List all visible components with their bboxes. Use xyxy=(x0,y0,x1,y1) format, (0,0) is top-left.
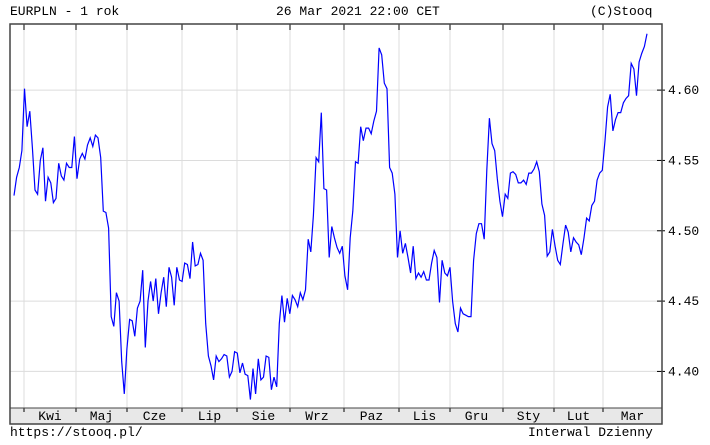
y-tick-label: 4.40 xyxy=(668,364,699,379)
source-link[interactable]: https://stooq.pl/ xyxy=(10,425,143,440)
x-tick-label: Lip xyxy=(198,409,221,424)
x-axis-band xyxy=(10,408,662,424)
x-tick-label: Sty xyxy=(517,409,541,424)
copyright-label: (C)Stooq xyxy=(590,4,653,19)
x-tick-label: Kwi xyxy=(38,409,62,424)
y-tick-label: 4.60 xyxy=(668,83,699,98)
interval-label: Interwal Dzienny xyxy=(528,425,653,440)
y-tick-label: 4.45 xyxy=(668,294,699,309)
x-tick-label: Maj xyxy=(90,409,113,424)
price-line xyxy=(13,33,648,400)
x-tick-label: Cze xyxy=(143,409,166,424)
y-tick-label: 4.55 xyxy=(668,153,699,168)
x-tick-label: Sie xyxy=(252,409,275,424)
x-tick-label: Gru xyxy=(465,409,488,424)
x-tick-label: Lis xyxy=(413,409,436,424)
x-tick-label: Paz xyxy=(360,409,383,424)
x-tick-label: Wrz xyxy=(305,409,328,424)
chart-title: EURPLN - 1 rok xyxy=(10,4,120,19)
x-tick-label: Mar xyxy=(621,409,644,424)
chart-datetime: 26 Mar 2021 22:00 CET xyxy=(276,4,440,19)
x-tick-label: Lut xyxy=(567,409,590,424)
plot-frame xyxy=(9,23,663,425)
y-tick-label: 4.50 xyxy=(668,224,699,239)
